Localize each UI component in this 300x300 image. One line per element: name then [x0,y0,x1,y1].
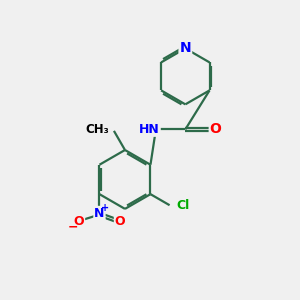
Text: +: + [101,203,109,213]
Text: O: O [115,215,125,228]
Text: HN: HN [139,123,160,136]
Text: Cl: Cl [176,199,189,212]
Text: O: O [210,122,222,136]
Text: O: O [74,215,84,228]
Text: −: − [68,221,78,234]
Text: N: N [179,41,191,56]
Text: N: N [94,207,105,220]
Text: CH₃: CH₃ [86,123,110,136]
